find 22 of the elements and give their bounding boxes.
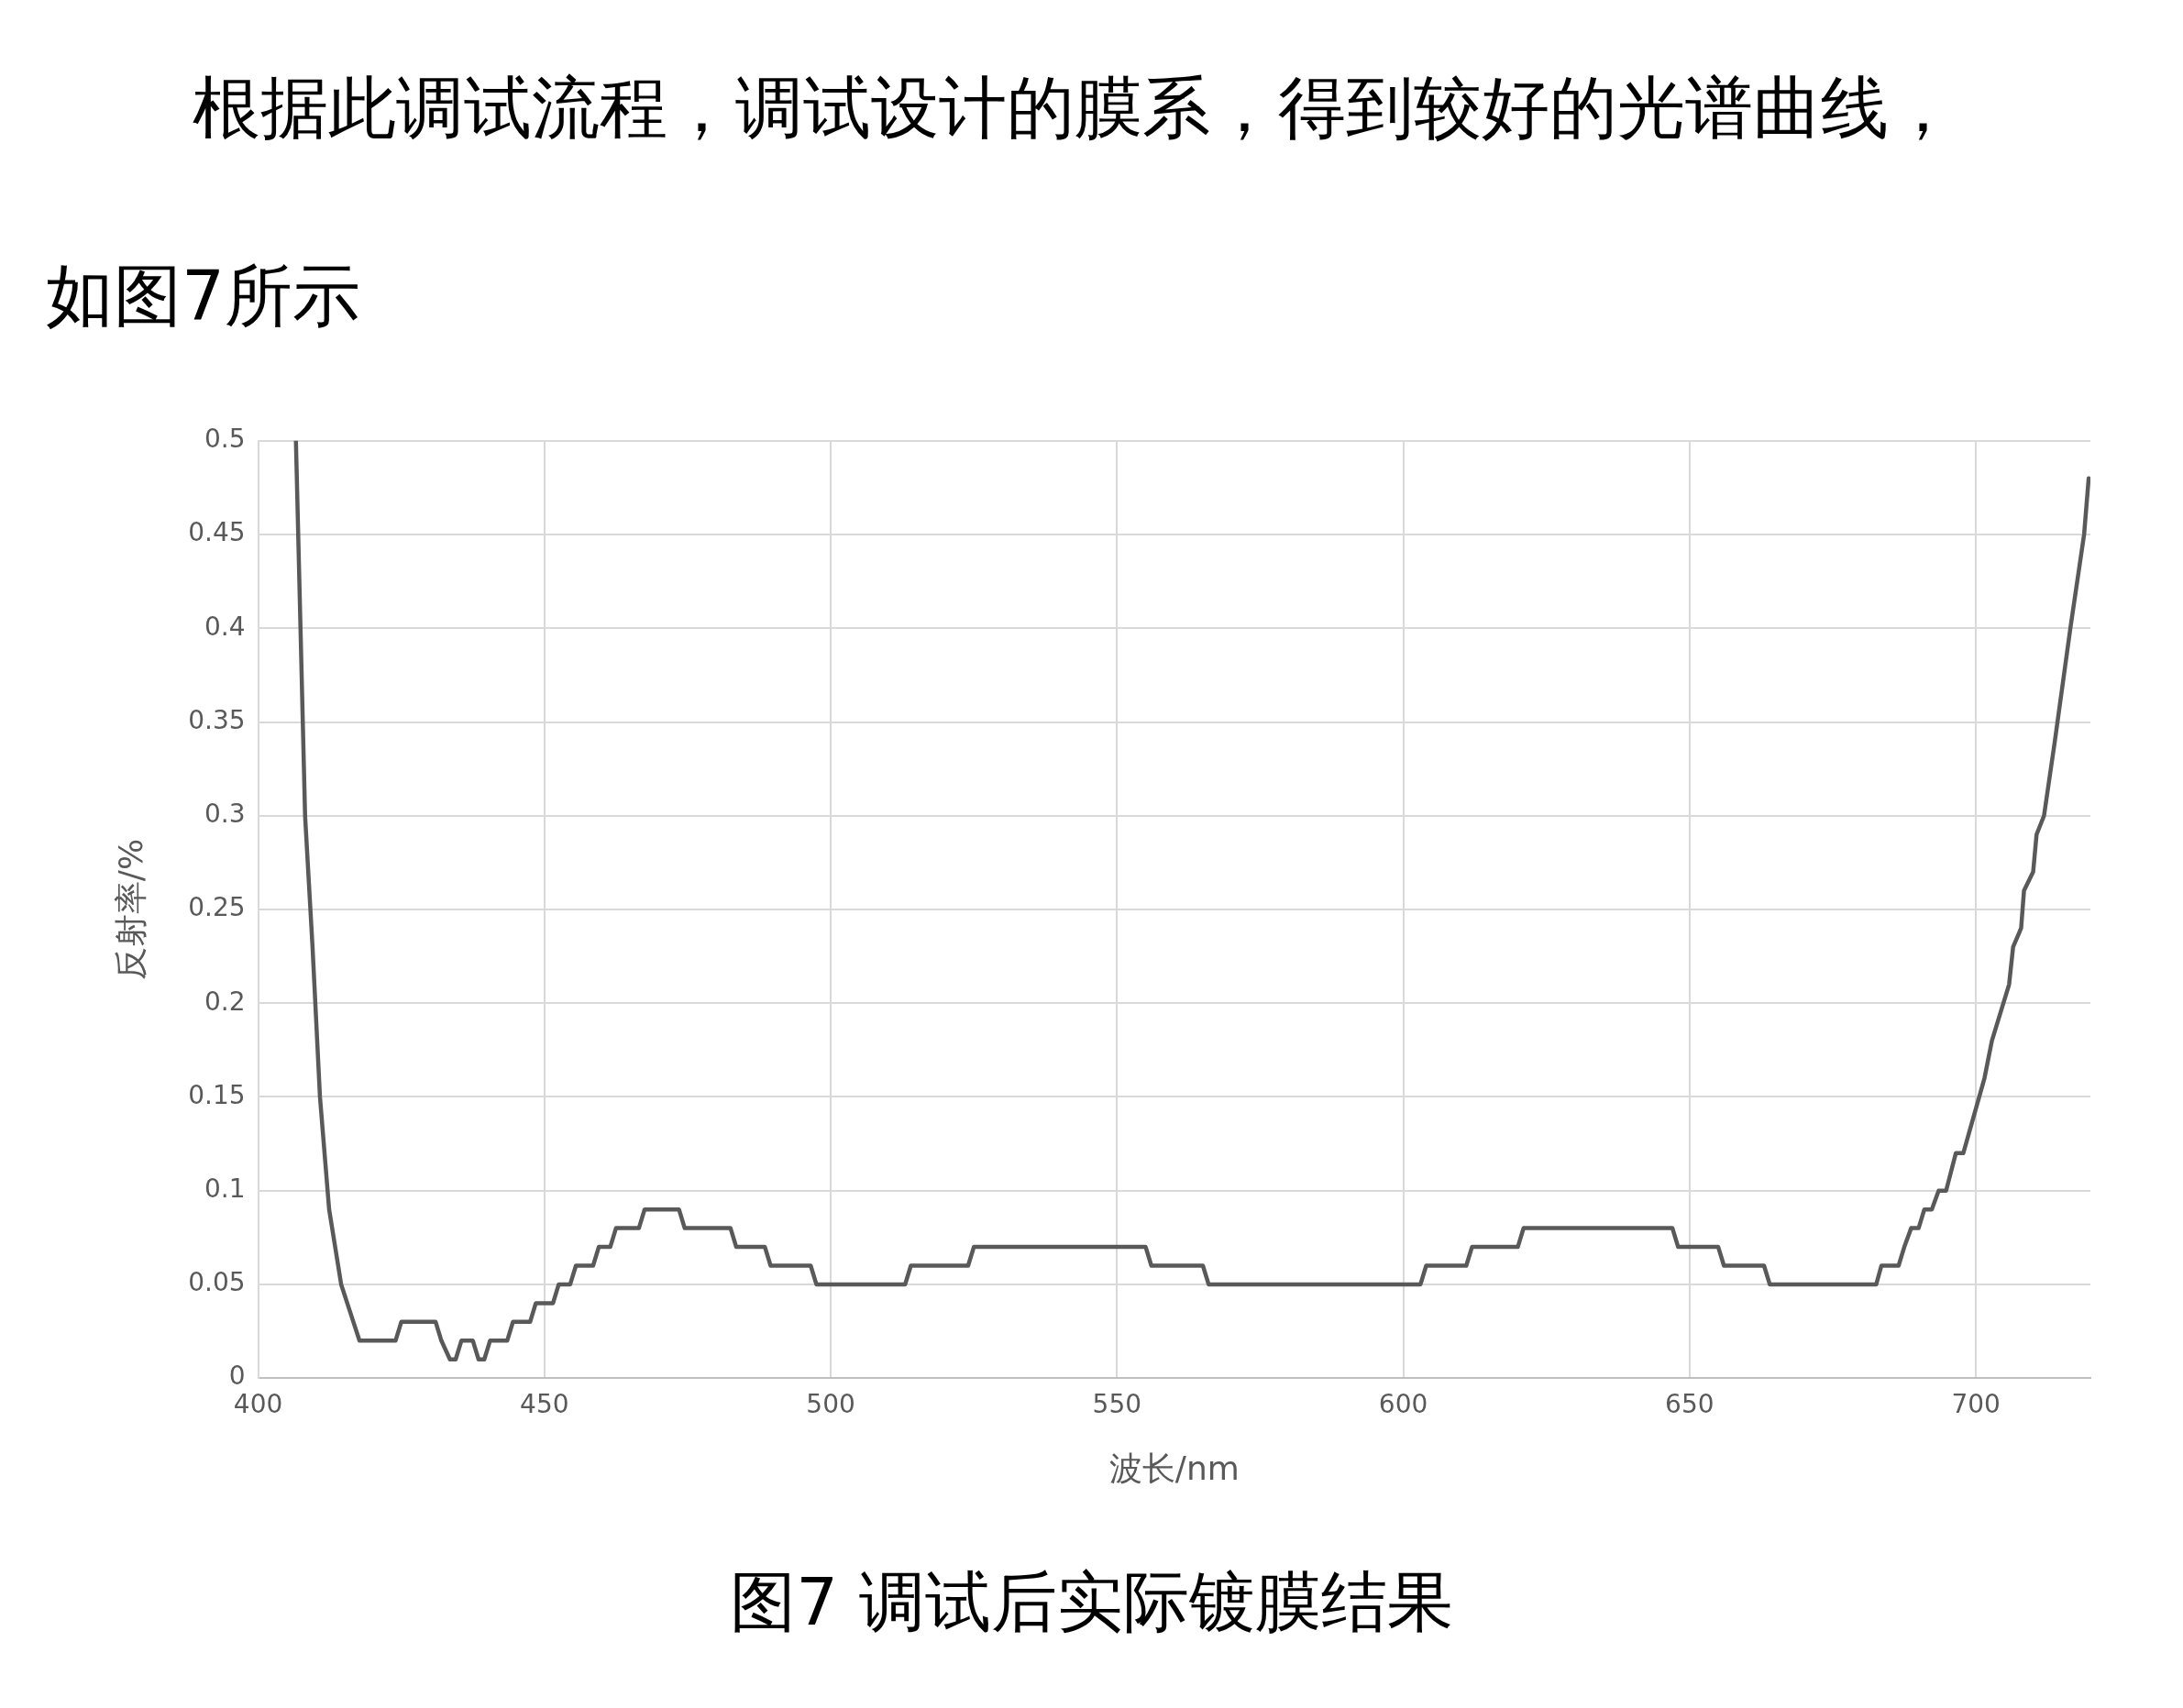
x-tick-label: 600	[1378, 1389, 1428, 1420]
y-tick-label: 0.35	[188, 704, 246, 735]
text: 根据此调试流程，调试设计的膜系，得到较好的光谱曲线，如图7所示	[46, 68, 1957, 335]
x-tick-label: 450	[520, 1389, 569, 1420]
y-tick-label: 0.4	[204, 611, 246, 642]
x-tick-label: 650	[1665, 1389, 1714, 1420]
y-tick-label: 0.45	[188, 517, 246, 548]
x-tick-label: 400	[233, 1389, 283, 1420]
y-tick-label: 0.15	[188, 1079, 246, 1110]
y-tick-label: 0	[228, 1361, 246, 1392]
y-tick-label: 0.1	[204, 1174, 246, 1204]
y-tick-label: 0.5	[204, 424, 246, 455]
y-axis-title: 反射率/%	[111, 838, 149, 981]
x-tick-label: 700	[1951, 1389, 2001, 1420]
x-tick-label: 500	[806, 1389, 855, 1420]
y-tick-label: 0.25	[188, 892, 246, 923]
y-tick-label: 0.2	[204, 986, 246, 1017]
x-tick-label: 550	[1092, 1389, 1142, 1420]
text: 图7 调试后实际镀膜结果	[729, 1562, 1454, 1642]
y-tick-label: 0.05	[188, 1267, 246, 1298]
y-tick-label: 0.3	[204, 799, 246, 830]
x-axis-title: 波长/nm	[1108, 1449, 1240, 1487]
